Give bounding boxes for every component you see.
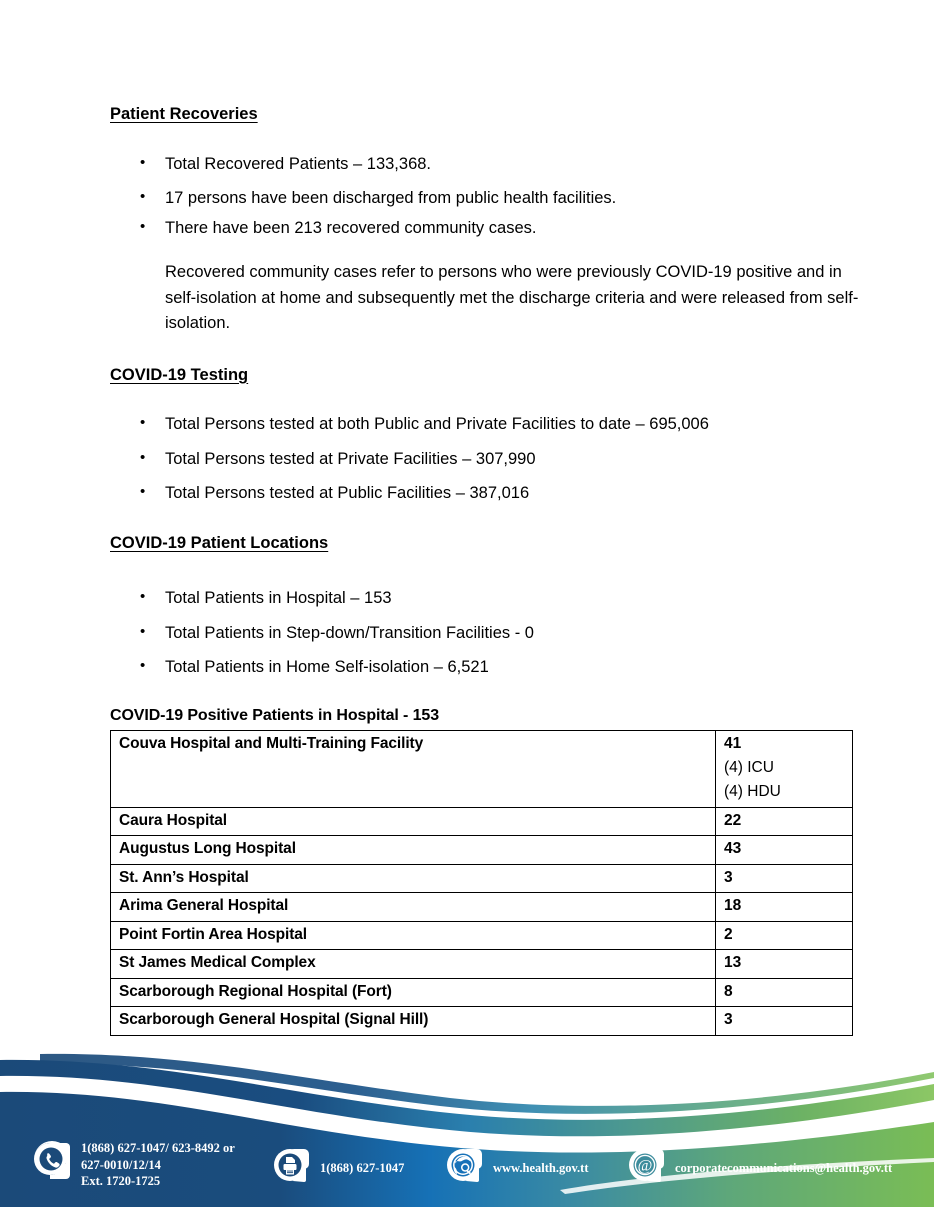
hospital-count-value: 41 [724,734,742,752]
table-row: Point Fortin Area Hospital 2 [110,920,853,951]
hospital-count: 22 [715,806,853,837]
hospital-count: 2 [715,920,853,951]
bullet-list-covid-19-patient-locations: Total Patients in Hospital – 153 Total P… [110,587,870,678]
footer-phone-item: 1(868) 627-1047/ 623-8492 or 627-0010/12… [31,1140,235,1190]
footer-website-item: www.health.gov.tt [443,1146,589,1188]
phone-icon [31,1140,73,1182]
table-row: Scarborough General Hospital (Signal Hil… [110,1006,853,1036]
list-item: Total Recovered Patients – 133,368. [110,153,870,175]
table-row: Couva Hospital and Multi-Training Facili… [110,729,853,808]
hospital-name: Couva Hospital and Multi-Training Facili… [110,729,716,808]
at-sign-icon: @ [625,1146,667,1188]
hospital-table: Couva Hospital and Multi-Training Facili… [110,729,853,1036]
hospital-count: 8 [715,977,853,1008]
section-heading-covid-19-testing: COVID-19 Testing [110,365,249,384]
hospital-count: 13 [715,949,853,979]
list-item: Total Persons tested at both Public and … [110,413,870,435]
footer-email-text[interactable]: corporatecommunications@health.gov.tt [675,1161,893,1175]
table-row: Scarborough Regional Hospital (Fort) 8 [110,977,853,1008]
hospital-name: Augustus Long Hospital [110,835,716,865]
list-item: 17 persons have been discharged from pub… [110,187,870,209]
list-item: Total Persons tested at Private Faciliti… [110,448,870,470]
printer-icon [270,1146,312,1188]
list-item: There have been 213 recovered community … [110,216,870,239]
hospital-name: Point Fortin Area Hospital [110,920,716,951]
hospital-count-hdu: (4) HDU [724,783,781,801]
list-item: Total Persons tested at Public Facilitie… [110,482,870,504]
list-item: Total Patients in Home Self-isolation – … [110,656,870,678]
hospital-count: 41 (4) ICU (4) HDU [715,729,853,808]
hospital-name: Scarborough General Hospital (Signal Hil… [110,1006,716,1036]
page-footer: 1(868) 627-1047/ 623-8492 or 627-0010/12… [0,1050,934,1207]
hospital-name: St. Ann’s Hospital [110,863,716,894]
hospital-name: St James Medical Complex [110,949,716,979]
bullet-list-covid-19-testing: Total Persons tested at both Public and … [110,413,870,504]
footer-contact-row: 1(868) 627-1047/ 623-8492 or 627-0010/12… [0,1138,934,1207]
section-heading-patient-recoveries: Patient Recoveries [110,105,258,123]
document-content: Patient Recoveries Total Recovered Patie… [110,104,870,1036]
footer-phone-text: 1(868) 627-1047/ 623-8492 or 627-0010/12… [81,1141,235,1188]
footer-fax-item: 1(868) 627-1047 [270,1146,404,1188]
hospital-count: 3 [715,863,853,894]
table-row: Caura Hospital 22 [110,806,853,837]
svg-text:@: @ [638,1158,653,1175]
section-heading-covid-19-patient-locations: COVID-19 Patient Locations [110,533,329,552]
table-row: St James Medical Complex 13 [110,949,853,979]
table-row: Augustus Long Hospital 43 [110,835,853,865]
recovered-community-cases-note: Recovered community cases refer to perso… [165,262,859,333]
hospital-name: Arima General Hospital [110,892,716,922]
table-row: Arima General Hospital 18 [110,892,853,922]
hospital-count: 3 [715,1006,853,1036]
footer-fax-text: 1(868) 627-1047 [320,1161,405,1175]
list-item: Total Patients in Step-down/Transition F… [110,622,870,644]
hospital-count: 18 [715,892,853,922]
globe-search-icon [443,1146,485,1188]
bullet-list-patient-recoveries: Total Recovered Patients – 133,368. 17 p… [110,153,870,239]
hospital-count-icu: (4) ICU [724,758,774,776]
hospital-count: 43 [715,835,853,865]
hospital-name: Caura Hospital [110,806,716,837]
list-item: Total Patients in Hospital – 153 [110,587,870,609]
footer-email-item: @ corporatecommunications@health.gov.tt [625,1146,892,1188]
footer-website-text[interactable]: www.health.gov.tt [493,1161,589,1175]
table-row: St. Ann’s Hospital 3 [110,863,853,894]
hospital-name: Scarborough Regional Hospital (Fort) [110,977,716,1008]
hospital-table-title: COVID-19 Positive Patients in Hospital -… [110,706,440,724]
